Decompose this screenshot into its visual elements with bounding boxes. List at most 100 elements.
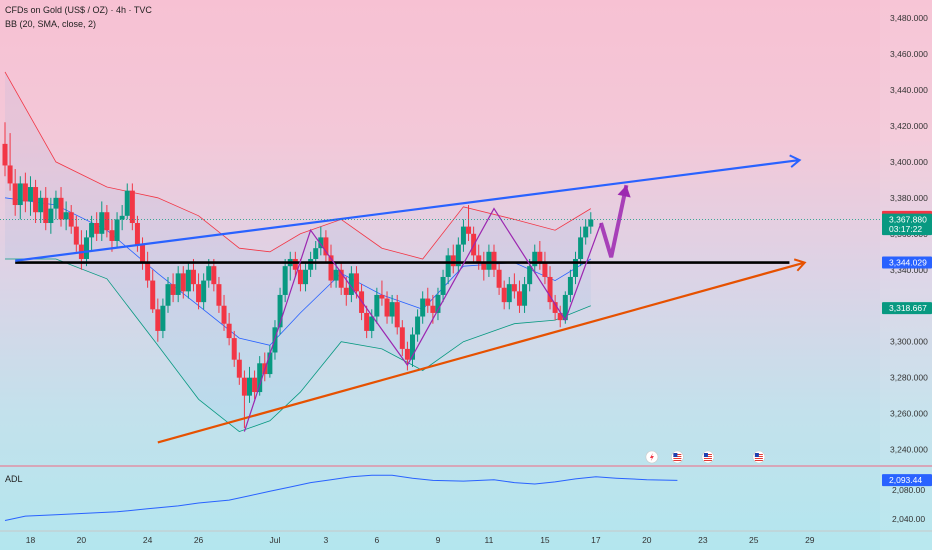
candle-body — [537, 251, 543, 263]
candle-body — [99, 212, 105, 234]
candle-body — [501, 287, 507, 303]
candle-body — [369, 316, 375, 331]
price-badge — [882, 302, 932, 315]
candle-body — [53, 197, 59, 209]
candle-body — [12, 183, 18, 206]
candle-body — [303, 269, 309, 285]
time-axis-label: 29 — [805, 535, 815, 545]
candle-body — [33, 187, 39, 213]
price-tick-label: 3,260.000 — [890, 409, 928, 419]
candle-body — [567, 276, 573, 295]
flag-stripe — [673, 458, 682, 459]
candle-body — [48, 208, 54, 224]
candle-body — [145, 262, 151, 281]
candle-body — [211, 266, 217, 285]
candle-body — [22, 183, 28, 202]
candle-body — [506, 284, 512, 303]
candle-body — [435, 294, 441, 313]
flag-canton — [673, 453, 678, 457]
symbol-title[interactable]: CFDs on Gold (US$ / OZ) · 4h · TVC — [5, 5, 152, 15]
candle-body — [460, 226, 466, 245]
bollinger-legend[interactable]: BB (20, SMA, close, 2) — [5, 19, 97, 29]
us-flag-icon — [701, 450, 715, 464]
flag-stripe — [703, 460, 712, 461]
candle-body — [430, 305, 436, 313]
candle-body — [175, 273, 181, 295]
time-axis-label: 9 — [436, 535, 441, 545]
zigzag-pattern — [243, 207, 602, 432]
candle-body — [552, 302, 558, 313]
price-badge-label: 3,367.880 — [889, 215, 927, 225]
candle-body — [2, 143, 8, 166]
candle-body — [221, 305, 227, 324]
time-axis-label: 6 — [374, 535, 379, 545]
projection-arrow — [599, 184, 629, 258]
candle-body — [496, 269, 502, 288]
candle-body — [542, 262, 548, 277]
candle-body — [399, 327, 405, 349]
candle-body — [68, 212, 74, 227]
price-tick-label: 3,240.000 — [890, 445, 928, 455]
time-axis-label: 11 — [484, 535, 493, 545]
candle-body — [308, 258, 314, 270]
time-axis-label: 25 — [749, 535, 759, 545]
price-axis-panel — [880, 0, 932, 550]
candle-body — [486, 251, 492, 270]
candle-body — [364, 312, 370, 331]
candle-body — [573, 258, 578, 277]
adl-line — [4, 474, 678, 521]
candle-body — [89, 223, 95, 238]
candle-body — [532, 251, 538, 267]
candle-body — [129, 190, 135, 224]
candle-body — [313, 248, 319, 259]
candle-body — [445, 255, 451, 277]
candle-body — [119, 215, 125, 220]
price-tick-label: 3,420.000 — [890, 121, 928, 131]
candle-body — [415, 316, 421, 335]
candle-body — [410, 334, 415, 360]
price-tick-label: 3,280.000 — [890, 373, 928, 383]
candle-body — [374, 294, 380, 317]
candle-body — [267, 352, 273, 375]
candle-body — [353, 273, 359, 292]
candle-body — [333, 269, 339, 281]
candle-body — [491, 251, 497, 270]
candle-body — [104, 212, 110, 231]
candle-body — [206, 266, 212, 281]
candle-body — [476, 255, 482, 263]
candle-body — [557, 312, 563, 321]
candle-body — [252, 377, 258, 393]
flag-stripe — [754, 458, 763, 459]
candle-body — [420, 298, 426, 317]
candle-body — [247, 377, 252, 396]
candle-body — [190, 269, 196, 285]
candle-body — [348, 273, 354, 295]
time-axis-label: 26 — [194, 535, 204, 545]
candle-body — [43, 197, 49, 224]
candle-body — [140, 244, 146, 263]
candle-body — [297, 269, 303, 285]
price-badge — [882, 256, 932, 269]
candle-body — [231, 338, 237, 360]
candle-body — [516, 291, 522, 306]
candle-body — [84, 237, 89, 259]
candle-body — [578, 237, 584, 259]
time-axis-label: 20 — [77, 535, 87, 545]
adl-legend[interactable]: ADL — [5, 474, 23, 484]
us-flag-icon — [752, 450, 766, 464]
candle-body — [511, 284, 517, 292]
candle-body — [185, 269, 191, 292]
candle-body — [27, 187, 33, 202]
time-axis-label: 20 — [642, 535, 652, 545]
candle-body — [583, 226, 589, 238]
price-tick-label: 3,460.000 — [890, 49, 928, 59]
candle-body — [323, 237, 329, 256]
candle-body — [277, 294, 283, 328]
candle-body — [455, 244, 461, 267]
candle-body — [201, 280, 207, 303]
candle-body — [481, 262, 487, 270]
bb-upper-line — [4, 71, 592, 260]
candle-body — [58, 197, 64, 220]
flag-canton — [703, 453, 708, 457]
